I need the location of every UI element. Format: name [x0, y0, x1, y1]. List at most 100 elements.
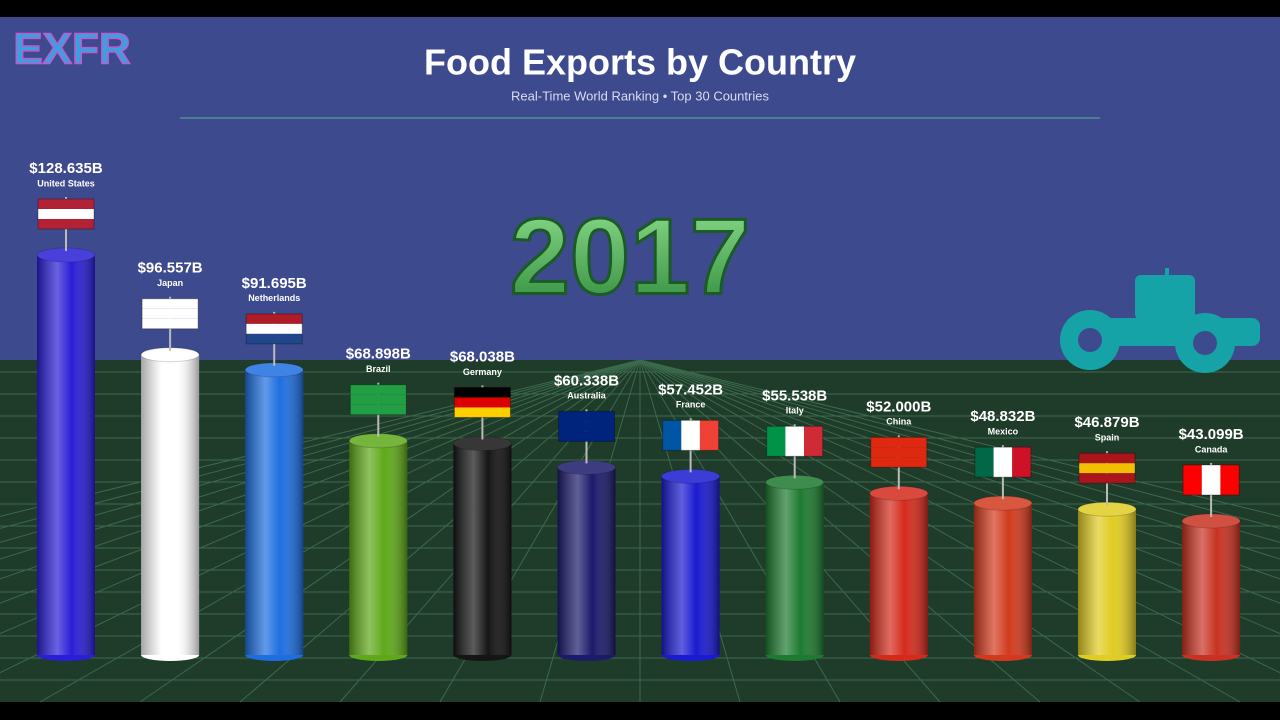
- value-label: $68.898B: [346, 346, 411, 363]
- flag-stripe: [558, 431, 615, 442]
- value-label: $46.879B: [1074, 414, 1139, 431]
- flag-stripe: [246, 323, 303, 334]
- flag-stripe: [558, 411, 615, 422]
- flag-stripe: [454, 397, 511, 408]
- flag-stripe: [38, 219, 94, 229]
- year-label: 2017: [510, 196, 750, 317]
- flag-stripe: [870, 437, 927, 448]
- flag-stripe: [246, 313, 303, 324]
- chart-title: Food Exports by Country: [424, 42, 856, 83]
- grid-ray: [639, 359, 1241, 703]
- bar-top-shine: [765, 475, 824, 490]
- category-label: Brazil: [366, 364, 391, 374]
- bar-top-shine: [661, 469, 720, 484]
- bar-shade: [37, 255, 95, 655]
- bar-top-shine: [245, 362, 304, 377]
- category-label: Spain: [1095, 433, 1120, 443]
- bar-top-shine: [557, 460, 616, 475]
- value-label: $48.832B: [970, 408, 1035, 425]
- bar-top-shine: [349, 433, 408, 448]
- flag-stripe: [558, 421, 615, 432]
- flag-stripe: [350, 394, 407, 405]
- flag-stripe: [1220, 464, 1240, 495]
- bar-shade: [349, 440, 408, 655]
- flag-stripe: [699, 420, 719, 451]
- grid-ray: [0, 359, 641, 517]
- bar-top-shine: [1182, 513, 1241, 528]
- bar-top-shine: [1078, 502, 1136, 517]
- bar-top-shine: [37, 248, 95, 262]
- flag-stripe: [681, 420, 700, 451]
- flag-stripe: [1079, 453, 1135, 464]
- flag-outline: [662, 419, 720, 451]
- grid-ray: [39, 359, 641, 703]
- flag-outline: [870, 436, 928, 468]
- bar-top-shine: [973, 496, 1032, 511]
- flag-stripe: [974, 447, 994, 478]
- category-label: Japan: [157, 278, 183, 288]
- flag-outline: [558, 410, 615, 442]
- tractor-icon: [1060, 268, 1260, 373]
- flag-stripe: [350, 404, 407, 415]
- bar-top-shine: [869, 486, 928, 501]
- bar-shade: [1078, 509, 1136, 655]
- flag-outline: [453, 386, 511, 418]
- category-label: Italy: [786, 406, 804, 416]
- flag-outline: [1182, 464, 1240, 496]
- value-label: $91.695B: [242, 275, 307, 292]
- category-label: China: [886, 417, 912, 427]
- value-label: $43.099B: [1179, 426, 1244, 443]
- grid-ray: [639, 359, 1280, 529]
- flag-stripe: [1012, 447, 1031, 478]
- flag-outline: [974, 446, 1032, 478]
- grid-ray: [639, 359, 1280, 580]
- grid-ray: [639, 359, 1041, 703]
- flag-stripe: [142, 308, 199, 319]
- flag-outline: [766, 425, 824, 457]
- flag-stripe: [38, 209, 94, 219]
- grid-ray: [639, 359, 1280, 517]
- bar-shade: [869, 493, 928, 655]
- bar-shade: [453, 443, 512, 655]
- flag-stripe: [1079, 473, 1135, 484]
- value-label: $96.557B: [138, 260, 203, 277]
- bar-shade: [1182, 520, 1241, 655]
- flag-outline: [349, 384, 407, 416]
- category-label: Germany: [463, 367, 502, 377]
- value-label: $57.452B: [658, 381, 723, 398]
- category-label: France: [676, 400, 706, 410]
- category-label: Netherlands: [248, 293, 300, 303]
- bar-shade: [661, 476, 720, 655]
- sky: [0, 17, 1280, 361]
- value-label: $128.635B: [29, 160, 103, 177]
- bar-shade: [245, 369, 304, 655]
- flag-stripe: [454, 407, 511, 418]
- flag-stripe: [454, 387, 511, 398]
- flag-stripe: [1201, 464, 1221, 495]
- flag-stripe: [142, 318, 199, 329]
- bar-top-shine: [141, 347, 200, 362]
- category-label: Canada: [1195, 444, 1229, 454]
- value-label: $68.038B: [450, 348, 515, 365]
- category-label: United States: [37, 178, 95, 188]
- flag-stripe: [870, 447, 927, 458]
- category-label: Australia: [567, 391, 607, 401]
- flag-stripe: [993, 447, 1013, 478]
- bar-shade: [141, 354, 200, 655]
- flag-stripe: [804, 426, 823, 457]
- value-label: $52.000B: [866, 398, 931, 415]
- flag-stripe: [350, 384, 407, 395]
- flag-stripe: [246, 333, 303, 344]
- flag-stripe: [1079, 463, 1135, 474]
- bar-shade: [765, 482, 824, 655]
- flag-stripe: [870, 457, 927, 468]
- value-label: $55.538B: [762, 387, 827, 404]
- flag-outline: [245, 313, 303, 345]
- chart-subtitle: Real-Time World Ranking • Top 30 Countri…: [511, 88, 769, 103]
- flag-stripe: [662, 420, 682, 451]
- bar-shade: [557, 467, 616, 655]
- value-label: $60.338B: [554, 372, 619, 389]
- flag-outline: [141, 298, 199, 330]
